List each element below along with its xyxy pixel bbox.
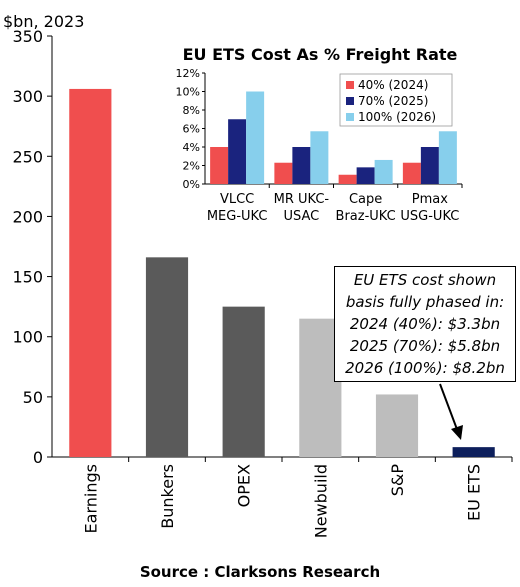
annotation-line: 2024 (40%): $3.3bn bbox=[349, 315, 501, 333]
inset-bar bbox=[246, 91, 265, 184]
inset-legend-label: 40% (2024) bbox=[358, 78, 428, 92]
main-bar bbox=[222, 306, 265, 457]
inset-x-tick-label: Cape bbox=[349, 192, 382, 207]
inset-bar bbox=[274, 162, 293, 184]
main-y-tick-label: 100 bbox=[12, 328, 43, 347]
inset-legend: 40% (2024) 70% (2025) 100% (2026) bbox=[339, 73, 453, 127]
annotation-line: EU ETS cost shown bbox=[353, 271, 497, 289]
main-y-tick-label: 150 bbox=[12, 268, 43, 287]
main-bar bbox=[452, 447, 495, 457]
inset-x-tick-label: Braz-UKC bbox=[336, 209, 396, 224]
main-bar bbox=[375, 394, 419, 457]
main-y-axis-label: $bn, 2023 bbox=[3, 12, 84, 31]
annotation-line: 2026 (100%): $8.2bn bbox=[345, 359, 505, 377]
main-y-tick-label: 350 bbox=[12, 27, 43, 46]
inset-x-tick-label: MR UKC- bbox=[274, 192, 330, 207]
inset-x-tick-label: USAC bbox=[284, 209, 320, 224]
inset-bar bbox=[438, 131, 457, 184]
inset-legend-swatch bbox=[346, 81, 354, 89]
main-x-tick-label: S&P bbox=[388, 464, 407, 497]
inset-legend-swatch bbox=[346, 113, 354, 121]
annotation-arrow bbox=[439, 383, 459, 433]
main-bar-chart: 0 50 100 150 200 250 300 350 Earnings Bunkers OPEX… bbox=[12, 27, 513, 538]
main-bar bbox=[145, 257, 189, 457]
inset-bar bbox=[228, 119, 247, 184]
main-y-tick-label: 200 bbox=[12, 207, 43, 226]
inset-x-tick-label: MEG-UKC bbox=[207, 209, 268, 224]
main-y-tick-label: 0 bbox=[33, 448, 43, 467]
inset-legend-swatch bbox=[346, 97, 354, 105]
inset-bar-chart: 0% 2% 4% 6% 8% 10% 12% VLCC MEG-UKC MR UKC- USAC Ca… bbox=[176, 67, 463, 224]
main-x-tick-label: Bunkers bbox=[158, 464, 177, 529]
annotation-box: EU ETS cost shown basis fully phased in:… bbox=[334, 266, 516, 382]
inset-bar bbox=[420, 147, 439, 184]
inset-x-tick-label: Pmax bbox=[412, 192, 448, 207]
annotation-line: basis fully phased in: bbox=[345, 293, 505, 311]
main-y-tick-label: 50 bbox=[23, 388, 43, 407]
inset-legend-label: 70% (2025) bbox=[358, 94, 428, 108]
inset-bar bbox=[374, 159, 393, 184]
inset-bar bbox=[356, 167, 375, 184]
main-x-tick-label: Earnings bbox=[81, 464, 100, 533]
inset-x-tick-label: VLCC bbox=[220, 192, 254, 207]
annotation-line: 2025 (70%): $5.8bn bbox=[349, 337, 501, 355]
inset-bar bbox=[292, 147, 311, 184]
main-bar bbox=[69, 88, 112, 457]
inset-y-tick-label: 10% bbox=[176, 86, 200, 99]
inset-y-tick-label: 12% bbox=[176, 67, 200, 80]
inset-y-tick-label: 4% bbox=[183, 141, 200, 154]
source-note: Source : Clarksons Research bbox=[139, 563, 381, 581]
inset-legend-box bbox=[339, 73, 453, 127]
inset-chart-title: EU ETS Cost As % Freight Rate bbox=[183, 45, 458, 64]
inset-x-tick-label: USG-UKC bbox=[400, 209, 459, 224]
main-x-tick-label: OPEX bbox=[235, 464, 254, 507]
main-x-tick-label: Newbuild bbox=[311, 464, 330, 538]
inset-y-tick-label: 0% bbox=[183, 178, 200, 191]
main-y-tick-label: 300 bbox=[12, 87, 43, 106]
main-y-tick-label: 250 bbox=[12, 147, 43, 166]
inset-bar bbox=[210, 147, 229, 184]
inset-bar bbox=[310, 131, 329, 184]
inset-bar bbox=[338, 174, 357, 184]
inset-legend-label: 100% (2026) bbox=[358, 110, 436, 124]
inset-y-tick-label: 6% bbox=[183, 123, 200, 136]
main-x-tick-label: EU ETS bbox=[465, 464, 484, 521]
annotation-arrowhead bbox=[451, 425, 463, 440]
inset-y-tick-label: 8% bbox=[183, 104, 200, 117]
inset-y-tick-label: 2% bbox=[183, 160, 200, 173]
inset-bar bbox=[402, 162, 421, 184]
